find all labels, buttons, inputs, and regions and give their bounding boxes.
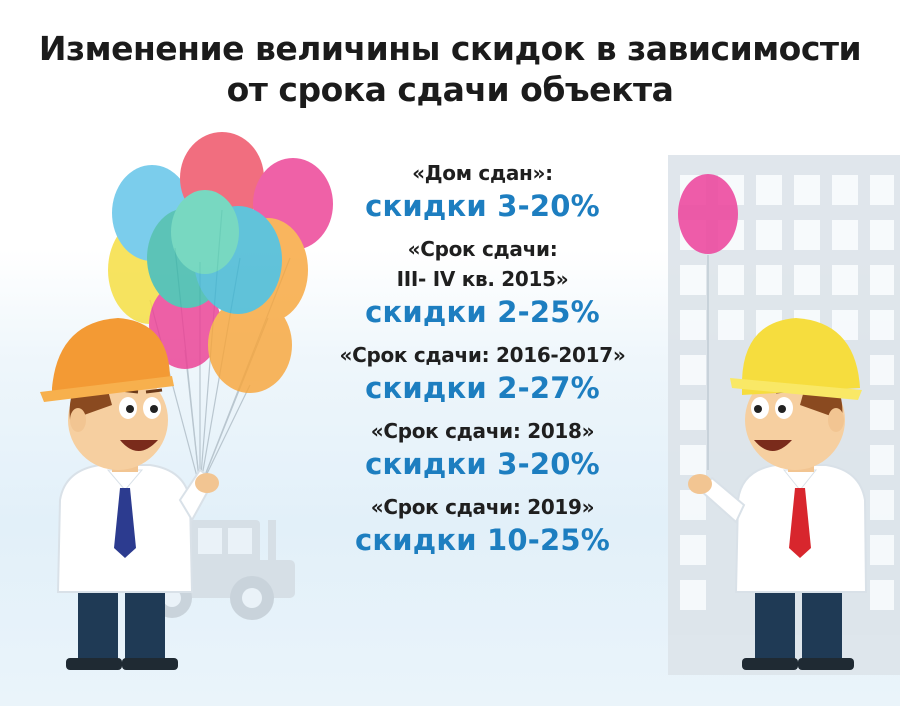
item-label: «Срок сдачи: 2019» — [310, 492, 655, 522]
item-discount: скидки 10-25% — [354, 523, 611, 557]
item-discount: скидки 3-20% — [365, 189, 600, 223]
list-item: «Срок сдачи: 2016-2017» скидки 2-27% — [310, 340, 655, 406]
item-label-line: «Срок сдачи: 2018» — [370, 419, 595, 443]
item-label: «Срок сдачи: III- IV кв. 2015» — [310, 234, 655, 294]
item-label-line: «Срок сдачи: — [407, 237, 558, 261]
item-discount: скидки 3-20% — [365, 447, 600, 481]
item-label: «Срок сдачи: 2016-2017» — [310, 340, 655, 370]
list-item: «Срок сдачи: 2019» скидки 10-25% — [310, 492, 655, 558]
pink-balloon — [678, 174, 738, 254]
item-discount: скидки 2-25% — [365, 295, 600, 329]
list-item: «Срок сдачи: 2018» скидки 3-20% — [310, 416, 655, 482]
list-item: «Срок сдачи: III- IV кв. 2015» скидки 2-… — [310, 234, 655, 330]
item-label: «Дом сдан»: — [310, 158, 655, 188]
list-item: «Дом сдан»: скидки 3-20% — [310, 158, 655, 224]
item-label-line: «Срок сдачи: 2019» — [370, 495, 595, 519]
title-line-1: Изменение величины скидок в зависимости — [38, 29, 862, 68]
item-discount: скидки 2-27% — [365, 371, 600, 405]
right-worker — [688, 318, 868, 670]
item-label-line: III- IV кв. 2015» — [396, 267, 569, 291]
balloon-cluster — [108, 132, 333, 393]
item-label-line: «Срок сдачи: 2016-2017» — [339, 343, 626, 367]
item-label-line: «Дом сдан»: — [412, 161, 553, 185]
left-worker — [40, 318, 219, 670]
discount-list: «Дом сдан»: скидки 3-20% «Срок сдачи: II… — [310, 158, 655, 568]
bulldozer — [128, 520, 295, 620]
item-label: «Срок сдачи: 2018» — [310, 416, 655, 446]
title-line-2: от срока сдачи объекта — [226, 70, 674, 109]
page-title: Изменение величины скидок в зависимости … — [0, 28, 900, 110]
